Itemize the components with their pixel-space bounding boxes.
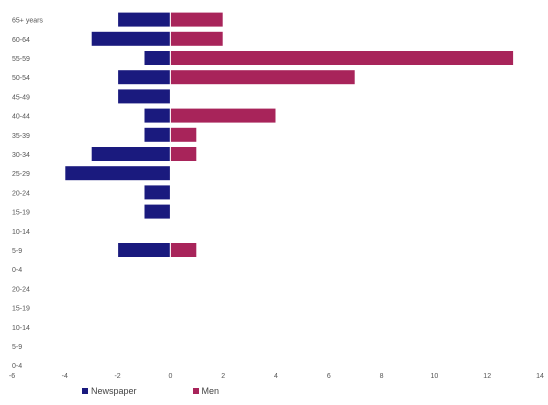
bar-newspaper — [90, 146, 171, 162]
y-tick-label: 50-54 — [12, 75, 30, 82]
bar-men — [169, 126, 198, 143]
x-tick-label: 4 — [274, 373, 278, 380]
x-tick-label: 14 — [536, 373, 544, 380]
x-tick-label: 10 — [431, 373, 439, 380]
x-tick-label: -2 — [114, 373, 120, 380]
x-tick-label: -6 — [9, 373, 15, 380]
bar-newspaper — [117, 11, 171, 28]
y-tick-label: 10-14 — [12, 325, 30, 332]
y-tick-label: 15-19 — [12, 306, 30, 313]
y-tick-label: 5-9 — [12, 248, 22, 255]
y-tick-label: 65+ years — [12, 18, 43, 25]
bar-newspaper — [143, 184, 171, 201]
y-tick-label: 20-24 — [12, 286, 30, 293]
x-tick-label: 6 — [327, 373, 331, 380]
x-axis-labels: -6 -4 -2 0 2 4 6 8 10 12 14 — [9, 373, 544, 380]
bar-men — [169, 30, 224, 47]
y-tick-label: 55-59 — [12, 56, 30, 63]
bar-newspaper — [143, 107, 171, 124]
bar-men — [169, 50, 515, 66]
x-tick-label: 2 — [221, 373, 225, 380]
legend: Newspaper Men — [82, 386, 219, 396]
x-tick-label: 12 — [483, 373, 491, 380]
legend-swatch-newspaper — [82, 388, 88, 394]
y-tick-label: 15-19 — [12, 210, 30, 217]
bar-newspaper — [143, 50, 171, 66]
bar-men — [169, 107, 277, 124]
legend-item-newspaper: Newspaper — [82, 386, 137, 396]
bar-men — [169, 242, 198, 258]
y-tick-label: 45-49 — [12, 94, 30, 101]
y-tick-label: 25-29 — [12, 171, 30, 178]
bar-newspaper — [143, 126, 171, 143]
y-tick-label: 40-44 — [12, 114, 30, 121]
y-tick-label: 5-9 — [12, 344, 22, 351]
bars — [64, 11, 515, 258]
bar-men — [169, 146, 198, 162]
bar-newspaper — [117, 242, 171, 258]
legend-label-newspaper: Newspaper — [91, 386, 137, 396]
y-tick-label: 0-4 — [12, 363, 22, 370]
bar-newspaper — [117, 88, 171, 105]
legend-swatch-men — [192, 388, 199, 394]
y-tick-label: 20-24 — [12, 190, 30, 197]
y-tick-label: 10-14 — [12, 229, 30, 236]
bar-newspaper — [64, 165, 171, 182]
x-tick-label: -4 — [62, 373, 68, 380]
legend-label-men: Men — [201, 386, 220, 396]
bar-men — [169, 11, 224, 28]
bar-newspaper — [117, 69, 171, 86]
y-tick-label: 35-39 — [12, 133, 30, 140]
x-tick-label: 0 — [168, 373, 172, 380]
y-axis-labels: 65+ years 60-64 55-59 50-54 45-49 40-44 35-39 3… — [12, 18, 43, 371]
bar-men — [169, 69, 356, 86]
bar-newspaper — [90, 30, 171, 47]
bar-newspaper — [143, 203, 171, 220]
y-tick-label: 0-4 — [12, 267, 22, 274]
x-tick-label: 8 — [380, 373, 384, 380]
legend-item-men: Men — [192, 386, 220, 396]
y-tick-label: 30-34 — [12, 152, 30, 159]
y-tick-label: 60-64 — [12, 37, 30, 44]
